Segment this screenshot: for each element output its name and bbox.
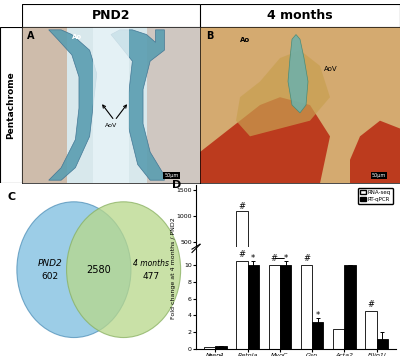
Bar: [301, 265, 312, 349]
Text: #: #: [271, 254, 278, 263]
Legend: RNA-seq, RT-qPCR: RNA-seq, RT-qPCR: [358, 188, 393, 204]
Bar: [344, 265, 356, 349]
Polygon shape: [111, 30, 164, 180]
Text: #: #: [238, 201, 246, 210]
Bar: [215, 346, 227, 349]
Text: AoV: AoV: [105, 123, 117, 128]
Text: *: *: [316, 311, 320, 320]
Text: C: C: [8, 192, 16, 202]
Bar: [248, 265, 259, 349]
Text: *: *: [219, 354, 223, 356]
Text: D: D: [172, 180, 181, 190]
Polygon shape: [350, 121, 400, 183]
Text: 4 months: 4 months: [133, 258, 169, 268]
Text: AoV: AoV: [324, 66, 338, 72]
Bar: [377, 339, 388, 349]
Ellipse shape: [17, 202, 131, 337]
Ellipse shape: [66, 202, 181, 337]
Polygon shape: [200, 97, 330, 183]
Text: 2580: 2580: [86, 265, 111, 275]
Bar: [268, 265, 280, 349]
Text: 602: 602: [42, 272, 58, 281]
Bar: [236, 211, 248, 267]
Bar: [312, 322, 324, 349]
Bar: [365, 311, 377, 349]
Bar: [236, 261, 248, 349]
Text: 4 months: 4 months: [267, 9, 333, 22]
Text: Ao: Ao: [72, 34, 82, 40]
Polygon shape: [49, 30, 97, 180]
Text: Fold change at 4 months / PND2: Fold change at 4 months / PND2: [172, 217, 176, 319]
Bar: [204, 347, 215, 349]
Text: PND2: PND2: [92, 9, 130, 22]
Polygon shape: [288, 35, 308, 113]
Polygon shape: [236, 50, 330, 136]
Bar: [93, 27, 129, 183]
Bar: [146, 27, 200, 183]
Text: #: #: [238, 250, 246, 259]
Text: 50μm: 50μm: [164, 173, 179, 178]
Text: PND2: PND2: [38, 258, 62, 268]
Text: Ao: Ao: [240, 37, 250, 43]
Text: *: *: [251, 254, 255, 263]
Text: #: #: [206, 354, 213, 356]
Text: *: *: [283, 254, 288, 263]
Text: A: A: [27, 31, 35, 41]
Text: #: #: [303, 254, 310, 263]
Bar: [22, 27, 66, 183]
Text: Pentachrome: Pentachrome: [6, 71, 16, 139]
Bar: [280, 265, 291, 349]
Bar: [333, 329, 344, 349]
Text: #: #: [368, 300, 374, 309]
Text: B: B: [206, 31, 213, 41]
Text: 50μm: 50μm: [372, 173, 386, 178]
Text: 477: 477: [143, 272, 160, 281]
